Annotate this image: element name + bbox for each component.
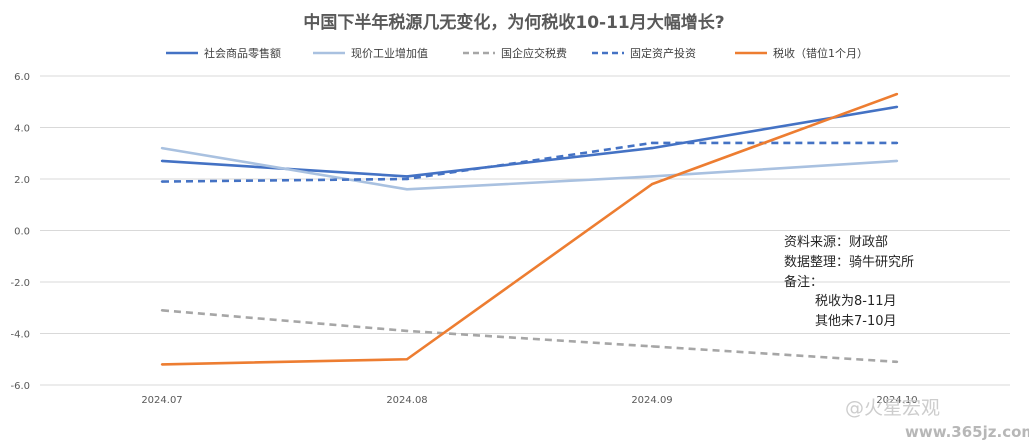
- watermark: @火星宏观 www.365jz.com: [845, 397, 1029, 441]
- legend: 社会商品零售额 现价工业增加值 国企应交税费 固定资产投资 税收（错位1个月）: [166, 46, 868, 60]
- y-tick-label: 2.0: [14, 175, 30, 186]
- data-point: [405, 175, 409, 178]
- annotation-line: 税收为8-11月: [815, 294, 897, 309]
- legend-label: 国企应交税费: [501, 46, 567, 60]
- data-point: [405, 329, 409, 333]
- legend-item: 现价工业增加值: [313, 46, 428, 60]
- x-tick-label: 2024.07: [141, 395, 182, 406]
- x-tick-label: 2024.10: [876, 395, 917, 406]
- watermark-logo: @火星宏观: [845, 397, 940, 419]
- legend-item: 税收（错位1个月）: [735, 46, 868, 60]
- data-point: [160, 363, 164, 366]
- data-point: [160, 180, 164, 183]
- x-tick-label: 2024.09: [631, 395, 672, 406]
- data-point: [650, 182, 654, 186]
- annotation-line: 其他未7-10月: [815, 314, 897, 329]
- series-group: [160, 92, 899, 366]
- data-point: [650, 345, 654, 348]
- legend-label: 固定资产投资: [630, 46, 696, 60]
- x-tick-label: 2024.08: [386, 395, 427, 406]
- x-axis: 2024.07 2024.08 2024.09 2024.10: [141, 395, 917, 406]
- series-line: [161, 146, 898, 191]
- data-point: [650, 175, 654, 178]
- y-tick-label: 0.0: [14, 227, 30, 238]
- chart-title: 中国下半年税源几无变化，为何税收10-11月大幅增长?: [303, 12, 724, 33]
- annotation-line: 资料来源：财政部: [784, 235, 888, 250]
- data-point: [650, 141, 654, 145]
- legend-item: 国企应交税费: [463, 46, 567, 60]
- data-point: [405, 177, 409, 181]
- y-tick-label: -4.0: [10, 330, 30, 341]
- data-point: [160, 309, 164, 312]
- watermark-url: www.365jz.com: [905, 423, 1029, 441]
- y-tick-label: 4.0: [14, 124, 30, 135]
- legend-item: 固定资产投资: [592, 46, 696, 60]
- y-axis: 6.0 4.0 2.0 0.0 -2.0 -4.0 -6.0: [10, 72, 30, 392]
- legend-item: 社会商品零售额: [166, 46, 281, 60]
- data-point: [895, 141, 899, 145]
- data-point: [895, 105, 899, 109]
- data-point: [650, 146, 654, 150]
- series-line: [161, 309, 898, 364]
- annotation-line: 备注：: [784, 274, 823, 290]
- series-line: [161, 141, 897, 183]
- data-point: [895, 92, 899, 96]
- y-tick-label: -6.0: [10, 381, 30, 392]
- data-point: [160, 159, 164, 163]
- legend-label: 现价工业增加值: [351, 46, 428, 60]
- legend-label: 社会商品零售额: [204, 46, 281, 60]
- data-point: [895, 360, 899, 364]
- y-tick-label: -2.0: [10, 278, 30, 289]
- y-tick-label: 6.0: [14, 72, 30, 83]
- data-point: [405, 358, 409, 361]
- data-point: [405, 188, 409, 191]
- series-line: [161, 92, 898, 366]
- gridlines: [40, 75, 1010, 386]
- data-point: [160, 146, 164, 150]
- legend-label: 税收（错位1个月）: [773, 46, 868, 60]
- data-point: [895, 159, 899, 163]
- annotation-line: 数据整理：骑牛研究所: [784, 255, 914, 270]
